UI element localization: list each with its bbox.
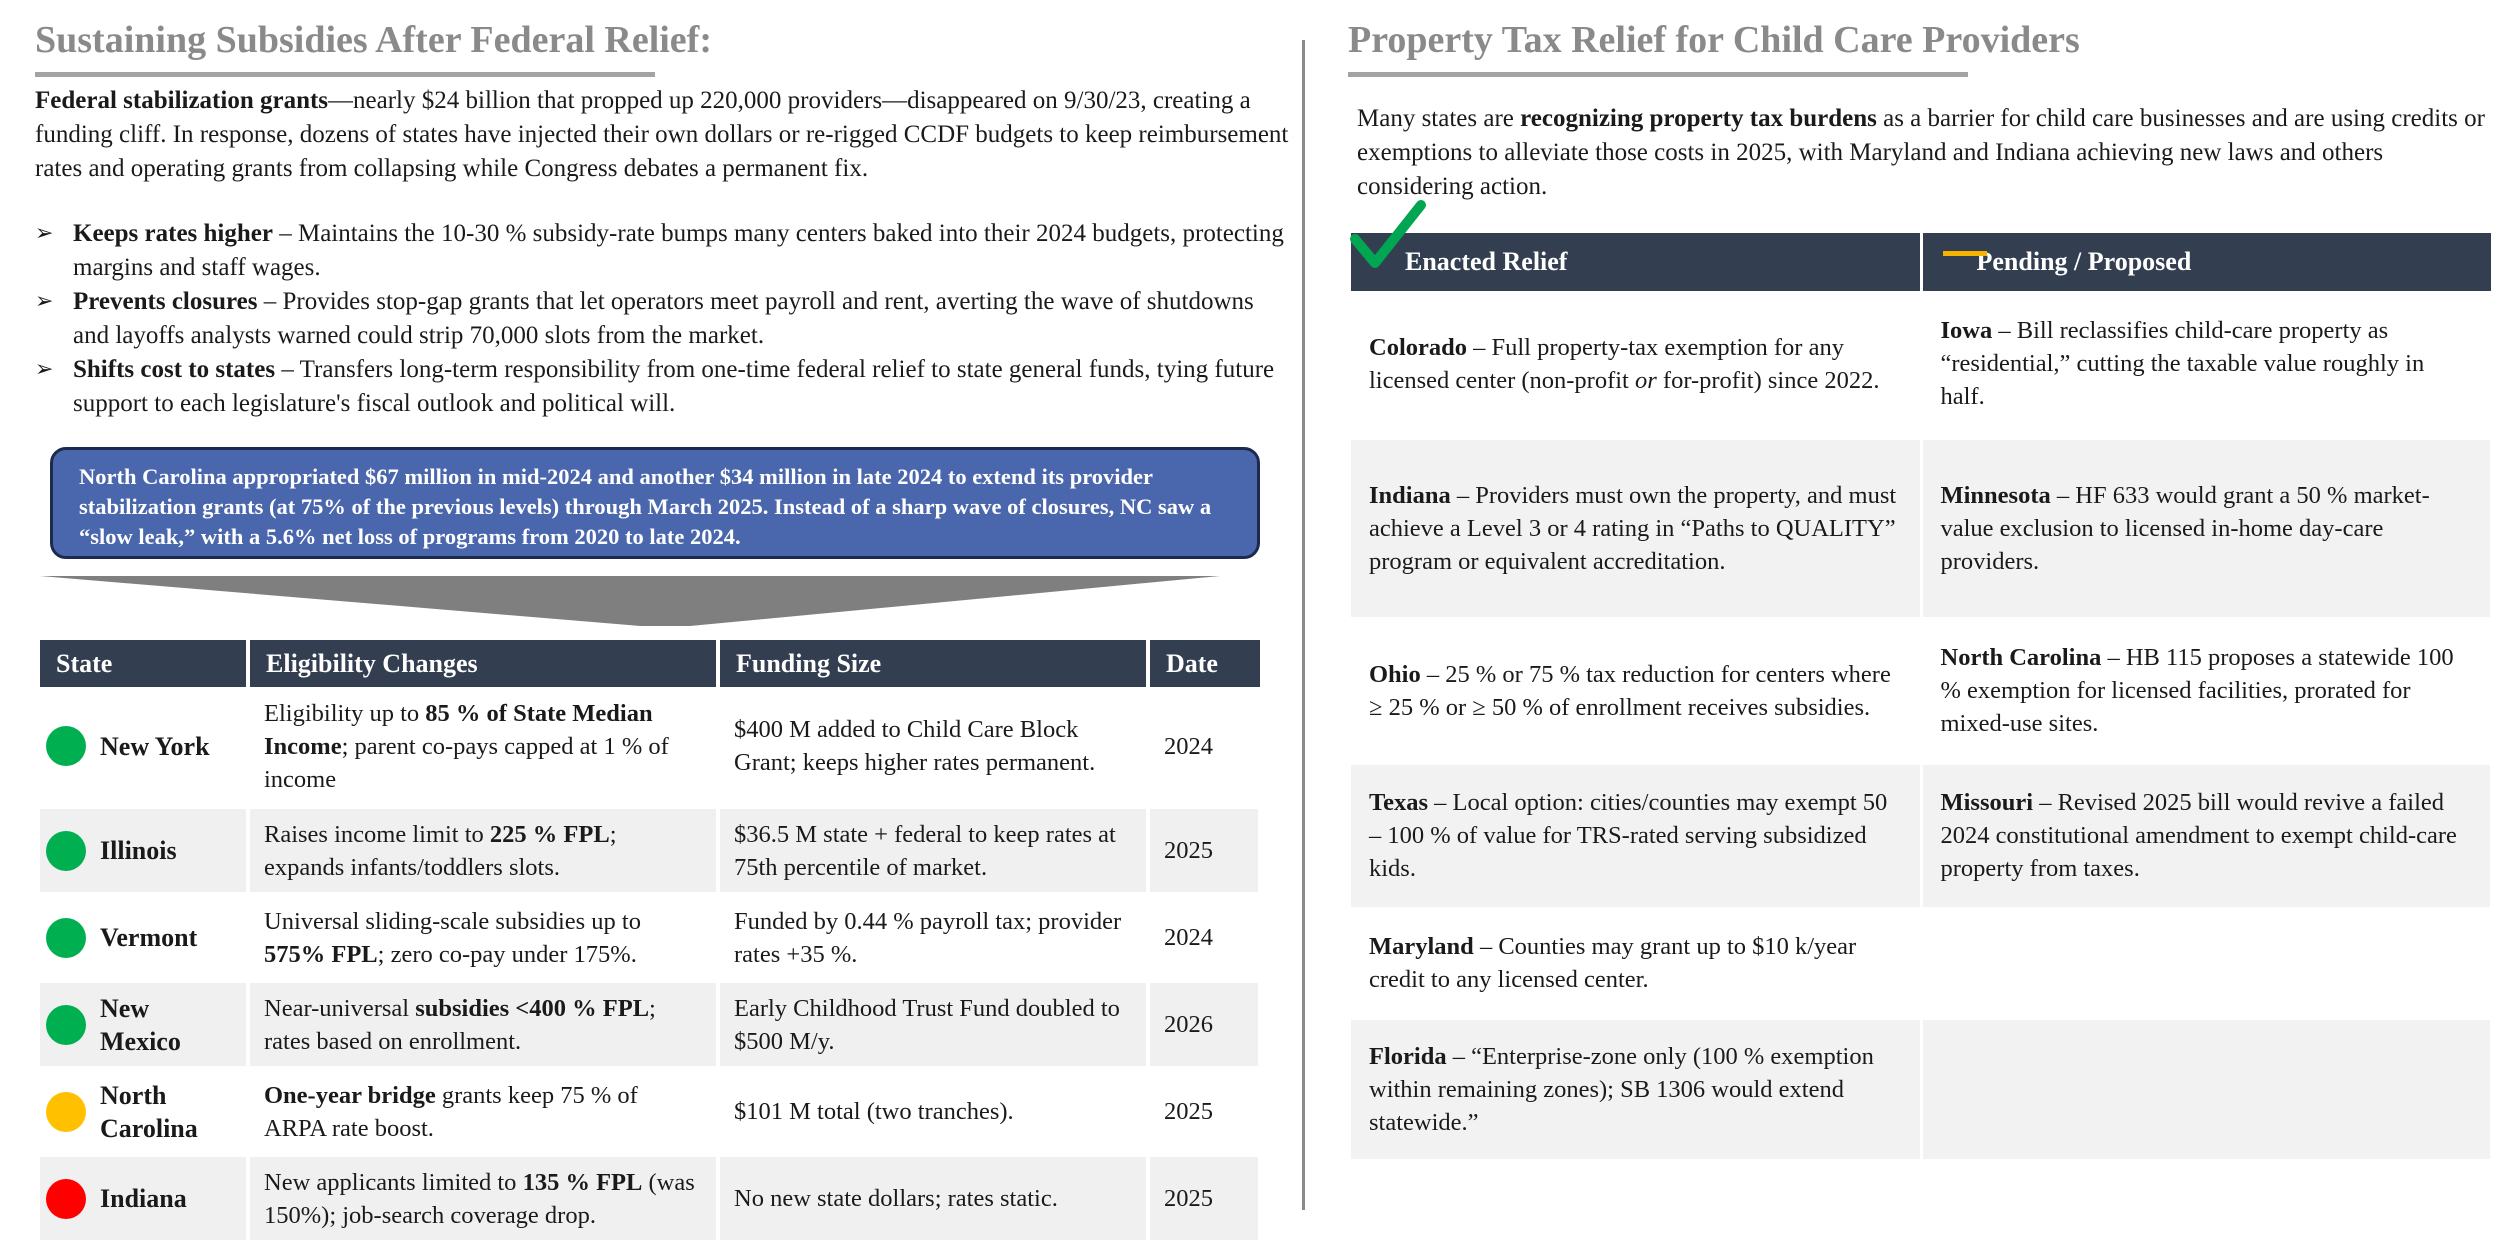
enacted-cell: Maryland – Counties may grant up to $10 … — [1351, 908, 1923, 1020]
benefit-item: ➢ Shifts cost to states – Transfers long-… — [35, 353, 1295, 421]
arrow-bullet-icon: ➢ — [35, 289, 54, 314]
table-row: Ohio – 25 % or 75 % tax reduction for ce… — [1351, 618, 2493, 765]
status-dot-icon — [46, 1091, 86, 1132]
table-row: Indiana New applicants limited to 135 % … — [40, 1155, 1262, 1244]
date-cell: 2024 — [1148, 894, 1262, 983]
eligibility-cell: Near-universal subsidies <400 % FPL; rat… — [248, 981, 720, 1070]
col-header-eligibility: Eligibility Changes — [248, 640, 720, 687]
status-dot-icon — [46, 726, 86, 766]
benefit-item: ➢ Prevents closures – Provides stop-gap g… — [35, 285, 1295, 353]
table-row: New York Eligibility up to 85 % of State… — [40, 687, 1262, 809]
arrow-bullet-icon: ➢ — [35, 221, 54, 246]
date-cell: 2024 — [1148, 687, 1262, 809]
col-header-pending: Pending / Proposed — [1921, 233, 2491, 291]
enacted-cell: Indiana – Providers must own the propert… — [1351, 438, 1923, 620]
pending-cell: North Carolina – HB 115 proposes a state… — [1921, 618, 2493, 765]
benefit-title: Prevents closures — [73, 288, 258, 315]
funnel-arrow-shape — [40, 576, 1220, 626]
arrow-bullet-icon: ➢ — [35, 357, 54, 382]
eligibility-cell: New applicants limited to 135 % FPL (was… — [248, 1155, 720, 1244]
table-row: Colorado – Full property-tax exemption f… — [1351, 291, 2493, 440]
table-row: Florida – “Enterprise-zone only (100 % e… — [1351, 1018, 2493, 1162]
table-row: New Mexico Near-universal subsidies <400… — [40, 981, 1262, 1070]
state-subsidy-table: State Eligibility Changes Funding Size D… — [40, 640, 1262, 1244]
state-cell: North Carolina — [40, 1068, 250, 1157]
table-header-row: State Eligibility Changes Funding Size D… — [40, 640, 1260, 687]
state-cell: Vermont — [40, 894, 250, 983]
panel-divider — [1302, 40, 1305, 1210]
left-title-underline — [35, 72, 655, 77]
funding-cell: Early Childhood Trust Fund doubled to $5… — [718, 981, 1150, 1070]
enacted-cell: Ohio – 25 % or 75 % tax reduction for ce… — [1351, 618, 1923, 765]
right-title-underline — [1348, 72, 1968, 77]
state-cell: New York — [40, 687, 250, 809]
col-header-state: State — [40, 640, 250, 687]
benefit-text: – Transfers long-term responsibility fro… — [73, 356, 1275, 417]
funding-cell: $36.5 M state + federal to keep rates at… — [718, 807, 1150, 896]
status-dot-icon — [46, 917, 86, 958]
eligibility-cell: Universal sliding-scale subsidies up to … — [248, 894, 720, 983]
enacted-cell: Texas – Local option: cities/counties ma… — [1351, 763, 1923, 910]
benefit-text: – Maintains the 10-30 % subsidy-rate bum… — [73, 220, 1284, 281]
benefit-title: Shifts cost to states — [73, 356, 276, 383]
state-name: New Mexico — [100, 993, 181, 1056]
benefit-item: ➢ Keeps rates higher – Maintains the 10-3… — [35, 217, 1295, 285]
enacted-cell: Florida – “Enterprise-zone only (100 % e… — [1351, 1018, 1923, 1162]
date-cell: 2025 — [1148, 1155, 1262, 1244]
col-header-funding: Funding Size — [718, 640, 1150, 687]
enacted-cell: Colorado – Full property-tax exemption f… — [1351, 291, 1923, 440]
nc-callout-box: North Carolina appropriated $67 million … — [50, 447, 1260, 559]
left-title: Sustaining Subsidies After Federal Relie… — [35, 19, 712, 61]
status-dot-icon — [46, 830, 86, 871]
col-header-date: Date — [1148, 640, 1260, 687]
eligibility-cell: One-year bridge grants keep 75 % of ARPA… — [248, 1068, 720, 1157]
checkmark-icon — [1350, 200, 1426, 268]
state-name: Vermont — [100, 923, 198, 952]
date-cell: 2026 — [1148, 981, 1262, 1070]
pending-cell — [1921, 1018, 2493, 1162]
left-intro-bold: Federal stabilization grants — [35, 87, 329, 114]
benefit-text: – Provides stop-gap grants that let oper… — [73, 288, 1254, 349]
benefits-list: ➢ Keeps rates higher – Maintains the 10-3… — [35, 217, 1295, 421]
date-cell: 2025 — [1148, 807, 1262, 896]
table-row: Illinois Raises income limit to 225 % FP… — [40, 807, 1262, 896]
pending-cell — [1921, 908, 2493, 1020]
pending-cell: Iowa – Bill reclassifies child-care prop… — [1921, 291, 2493, 440]
state-name: Indiana — [100, 1184, 187, 1213]
table-row: Maryland – Counties may grant up to $10 … — [1351, 908, 2493, 1020]
funding-cell: $400 M added to Child Care Block Grant; … — [718, 687, 1150, 809]
pending-cell: Missouri – Revised 2025 bill would reviv… — [1921, 763, 2493, 910]
table-row: North Carolina One-year bridge grants ke… — [40, 1068, 1262, 1157]
table-row: Vermont Universal sliding-scale subsidie… — [40, 894, 1262, 983]
state-name: North Carolina — [100, 1080, 198, 1143]
property-tax-relief-table: Enacted Relief Pending / Proposed Colora… — [1350, 200, 2493, 1162]
state-name: Illinois — [100, 836, 177, 865]
funding-cell: Funded by 0.44 % payroll tax; provider r… — [718, 894, 1150, 983]
pending-cell: Minnesota – HF 633 would grant a 50 % ma… — [1921, 438, 2493, 620]
date-cell: 2025 — [1148, 1068, 1262, 1157]
benefit-title: Keeps rates higher — [73, 220, 273, 247]
eligibility-cell: Eligibility up to 85 % of State Median I… — [248, 687, 720, 809]
table-row: Indiana – Providers must own the propert… — [1351, 438, 2493, 620]
state-name: New York — [100, 731, 210, 761]
left-intro: Federal stabilization grants—nearly $24 … — [35, 84, 1290, 186]
funding-cell: $101 M total (two tranches). — [718, 1068, 1150, 1157]
table-row: Texas – Local option: cities/counties ma… — [1351, 763, 2493, 910]
status-dot-icon — [46, 1004, 86, 1045]
funding-cell: No new state dollars; rates static. — [718, 1155, 1150, 1244]
status-dot-icon — [46, 1178, 86, 1219]
right-intro: Many states are recognizing property tax… — [1357, 105, 2485, 200]
left-intro-text: —nearly $24 billion that propped up 220,… — [35, 87, 1289, 182]
state-cell: New Mexico — [40, 981, 250, 1070]
table-header-row: Enacted Relief Pending / Proposed — [1350, 200, 2491, 291]
col-header-enacted: Enacted Relief — [1350, 200, 1923, 291]
eligibility-cell: Raises income limit to 225 % FPL; expand… — [248, 807, 720, 896]
state-cell: Illinois — [40, 807, 250, 896]
state-cell: Indiana — [40, 1155, 250, 1244]
dash-icon — [1942, 251, 1987, 256]
right-title: Property Tax Relief for Child Care Provi… — [1348, 19, 2080, 61]
